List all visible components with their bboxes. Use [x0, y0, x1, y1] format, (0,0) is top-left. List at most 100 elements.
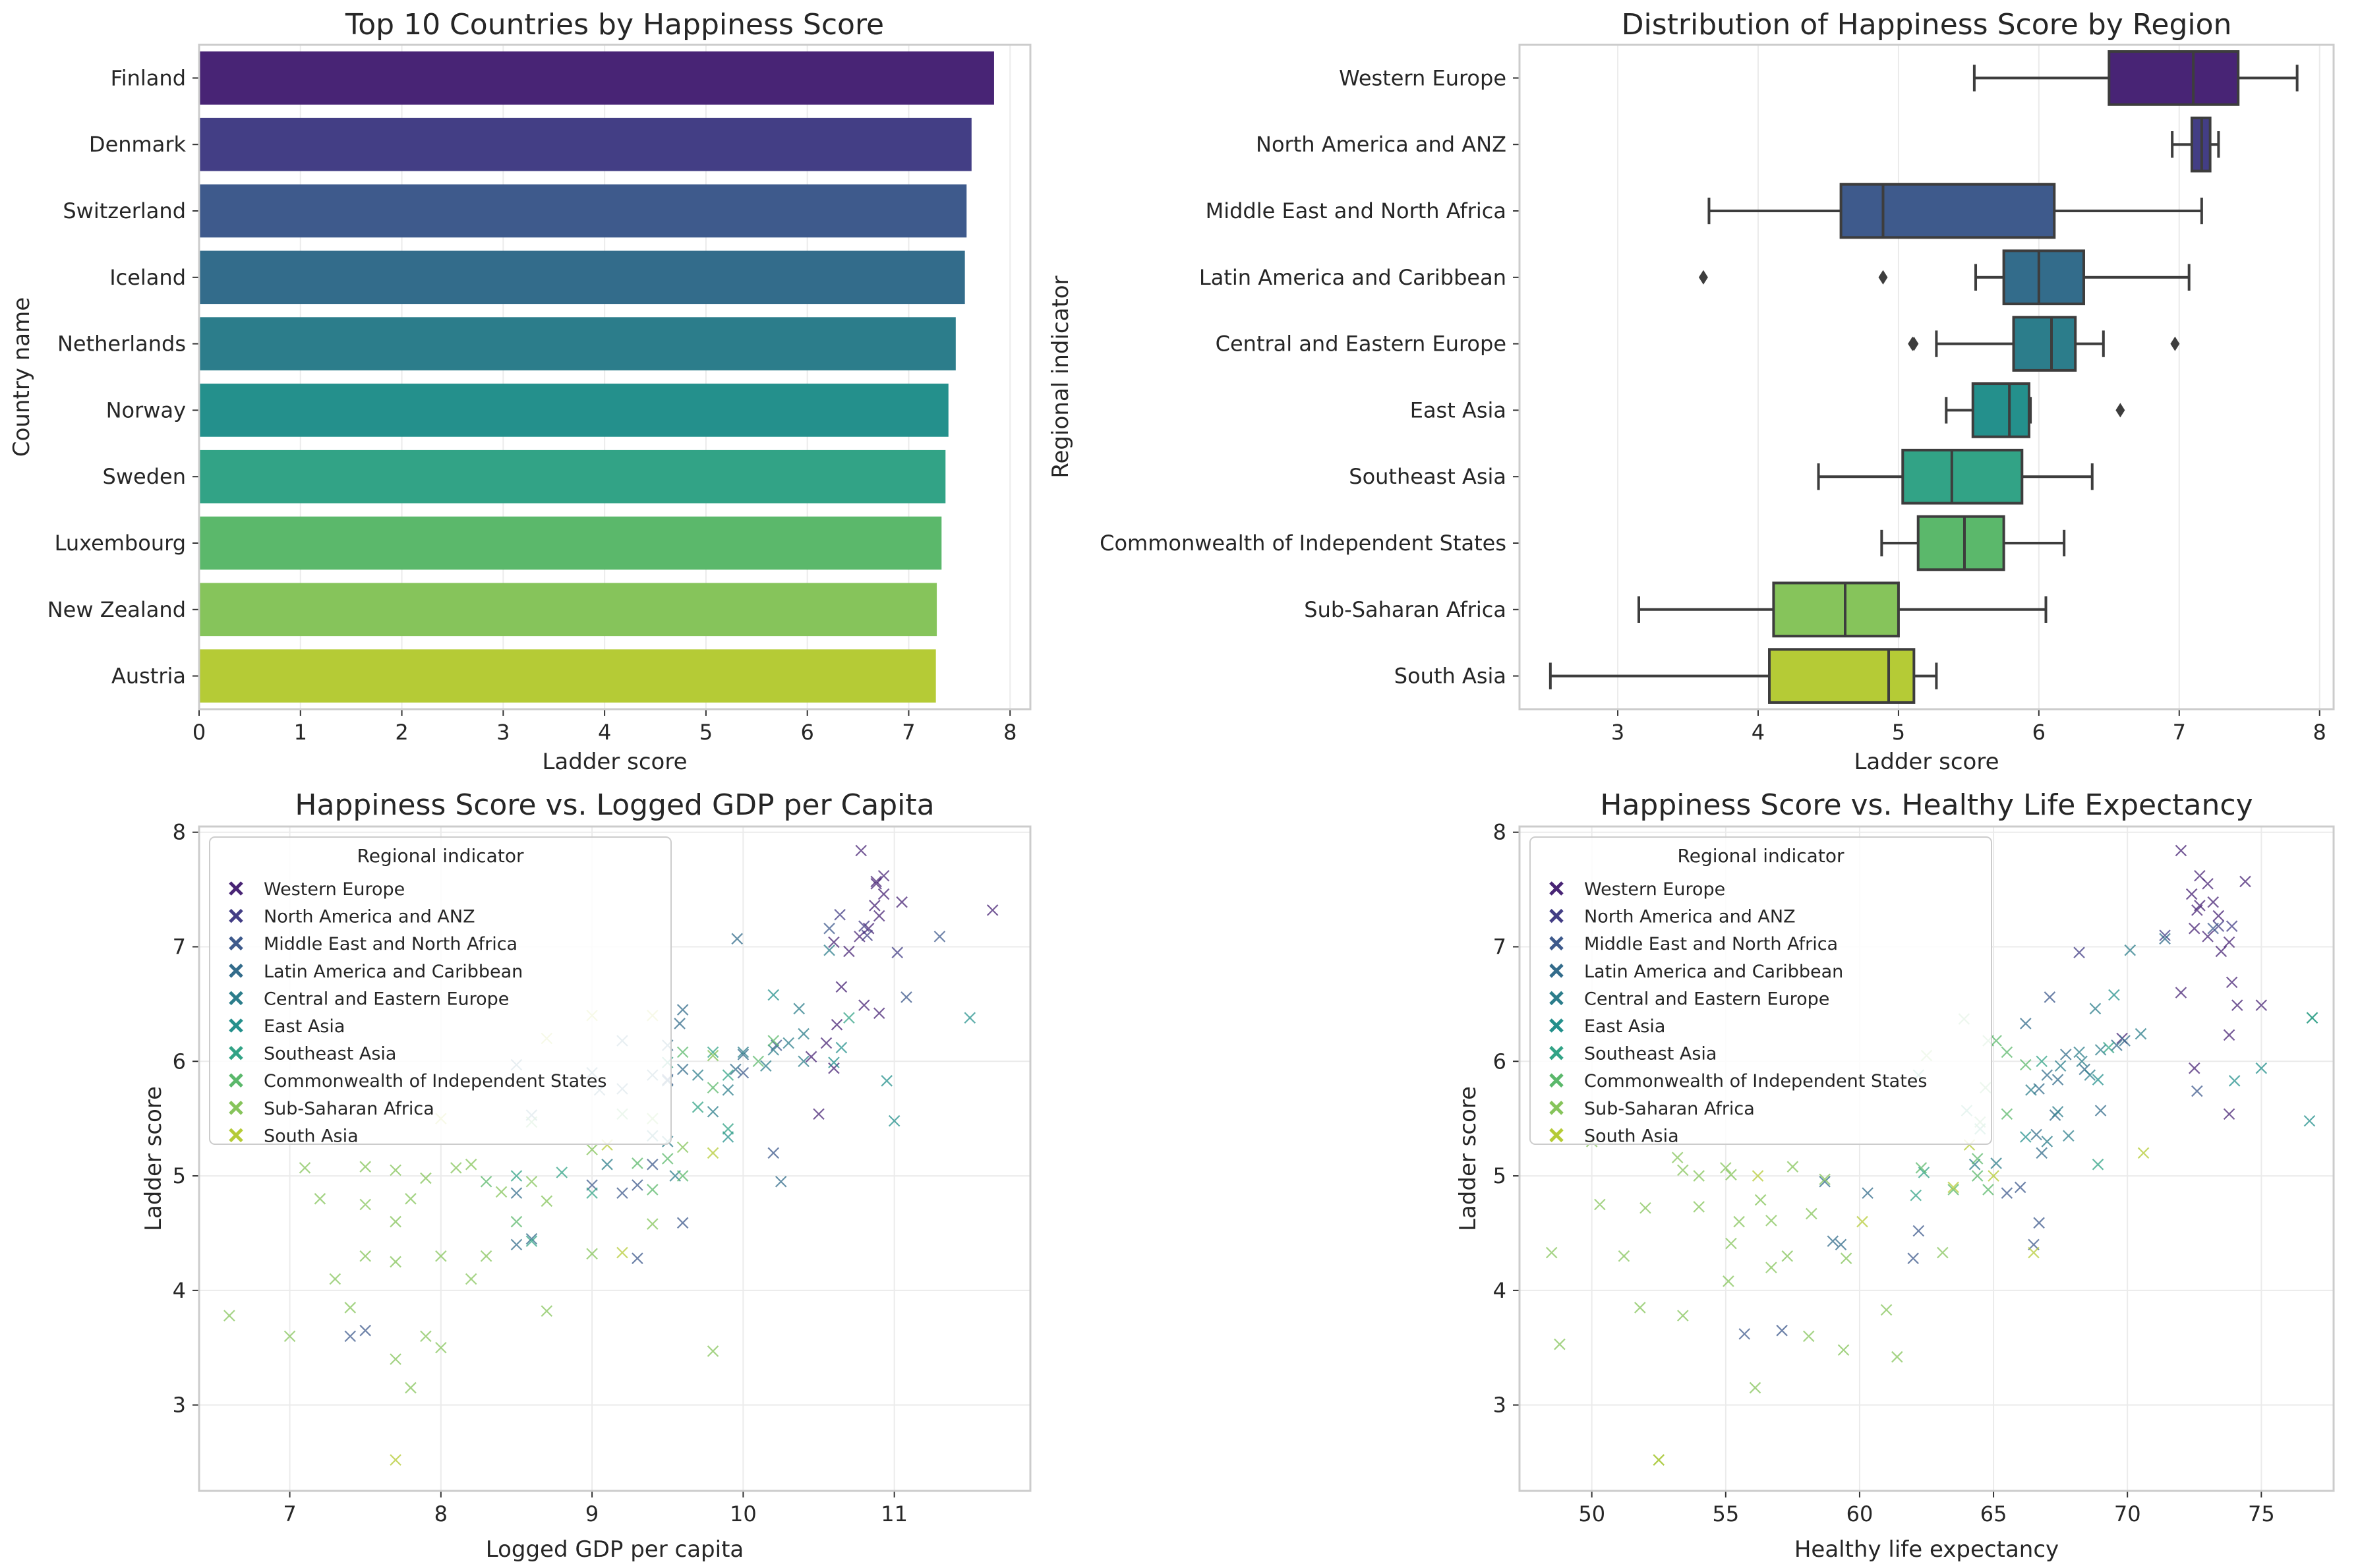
legend-marker: [1549, 908, 1564, 923]
legend-marker: [229, 1101, 243, 1115]
data-point: [344, 1330, 357, 1343]
data-point: [737, 1046, 750, 1059]
data-point: [1786, 1161, 1799, 1173]
data-point: [299, 1162, 311, 1174]
data-point: [510, 1187, 523, 1199]
data-point: [1634, 1302, 1646, 1314]
data-point: [601, 1158, 613, 1171]
x-tick-label: 65: [1980, 1501, 2007, 1526]
legend-marker: [229, 908, 243, 923]
data-point: [2025, 1084, 2037, 1096]
y-tick-label: New Zealand: [47, 597, 186, 622]
legend-marker: [1549, 991, 1564, 1006]
data-point: [2188, 922, 2200, 935]
data-point: [2001, 1046, 2013, 1059]
data-point: [1912, 1225, 1925, 1237]
data-point: [2119, 1035, 2131, 1047]
data-point: [737, 1066, 750, 1079]
data-point: [900, 991, 912, 1003]
legend-marker: [229, 1128, 243, 1143]
data-point: [586, 1248, 598, 1260]
legend-label: Latin America and Caribbean: [1584, 962, 1843, 982]
legend-marker: [1549, 1101, 1564, 1115]
box: [1971, 382, 2030, 438]
data-point: [1880, 1304, 1893, 1316]
data-point: [2051, 1074, 2064, 1086]
legend-marker: [229, 1045, 243, 1060]
legend-label: South Asia: [264, 1126, 359, 1146]
y-tick-label: East Asia: [1410, 397, 1506, 422]
y-tick-label: Denmark: [89, 132, 187, 157]
data-point: [1827, 1235, 1839, 1247]
x-tick-label: 1: [294, 720, 307, 745]
data-point: [676, 1170, 689, 1182]
data-point: [828, 936, 840, 948]
data-point: [1910, 1189, 1922, 1202]
data-point: [869, 900, 881, 912]
data-point: [525, 1175, 538, 1188]
data-point: [1990, 1157, 2002, 1169]
data-point: [2014, 1181, 2026, 1194]
outlier-point: [1698, 270, 1708, 285]
outlier-point: [1878, 270, 1888, 285]
data-point: [2020, 1131, 2032, 1143]
x-tick-label: 2: [395, 720, 408, 745]
data-point: [692, 1069, 704, 1081]
data-point: [2124, 944, 2137, 956]
data-point: [2076, 1055, 2088, 1068]
data-point: [1725, 1237, 1737, 1250]
data-point: [798, 1055, 810, 1068]
y-tick-label: Norway: [106, 397, 186, 422]
x-tick-label: 10: [730, 1501, 757, 1526]
data-point: [831, 1018, 843, 1031]
data-point: [1738, 1328, 1751, 1340]
data-point: [2215, 945, 2227, 958]
data-point: [2102, 1041, 2115, 1054]
box: [1916, 515, 2005, 571]
legend-marker: [1549, 881, 1564, 896]
legend-box: [1529, 836, 1992, 1145]
legend-marker: [1549, 1128, 1564, 1143]
y-tick-label: 5: [1493, 1163, 1506, 1188]
y-tick-label: 4: [173, 1278, 186, 1303]
data-point: [707, 1046, 719, 1059]
data-point: [855, 844, 867, 857]
data-point: [707, 1105, 719, 1118]
data-point: [2188, 1062, 2200, 1074]
y-tick-label: 3: [1493, 1393, 1506, 1418]
data-point: [435, 1250, 447, 1262]
legend-label: East Asia: [264, 1016, 345, 1037]
data-point: [2135, 1028, 2147, 1040]
x-tick-label: 4: [1752, 720, 1765, 745]
data-point: [223, 1310, 235, 1321]
data-point: [1653, 1454, 1665, 1466]
data-point: [632, 1157, 643, 1169]
data-point: [541, 1195, 553, 1207]
data-point: [632, 1179, 643, 1191]
x-tick-label: 8: [1003, 720, 1017, 745]
data-point: [858, 920, 870, 932]
data-point: [1554, 1338, 1566, 1350]
data-point: [2001, 1187, 2013, 1199]
data-point: [798, 1028, 810, 1040]
data-point: [495, 1186, 508, 1198]
data-point: [510, 1215, 523, 1228]
data-point: [1752, 1170, 1764, 1182]
outlier-point: [2170, 336, 2180, 351]
data-point: [405, 1193, 417, 1205]
data-point: [2044, 991, 2056, 1003]
data-point: [873, 910, 885, 922]
data-point: [1971, 1153, 1984, 1165]
data-point: [1749, 1381, 1761, 1394]
data-point: [2255, 1062, 2268, 1074]
data-point: [525, 1233, 538, 1245]
data-point: [1862, 1187, 1873, 1199]
legend-title: Regional indicator: [1678, 845, 1844, 867]
data-point: [759, 1060, 772, 1072]
bar: [199, 184, 967, 238]
data-point: [2020, 1018, 2032, 1030]
data-point: [2255, 999, 2268, 1011]
data-point: [782, 1037, 794, 1049]
data-point: [465, 1158, 477, 1171]
